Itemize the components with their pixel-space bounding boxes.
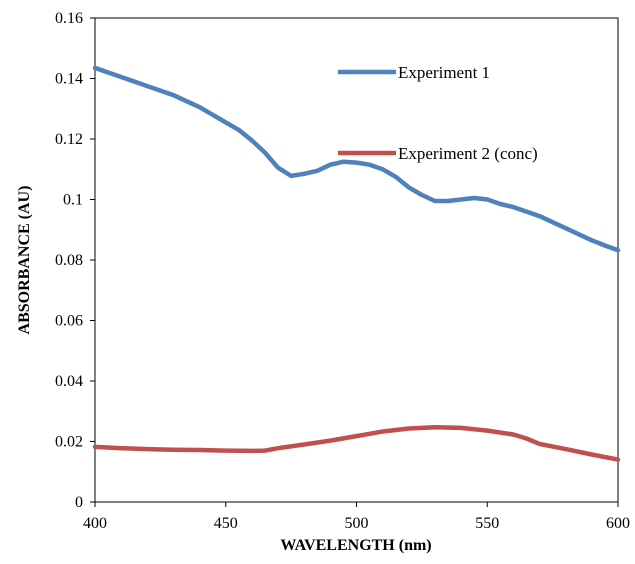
y-tick-label: 0 xyxy=(75,494,83,511)
legend-label-1: Experiment 1 xyxy=(398,63,490,82)
axes-ticks: 0 0.02 0.04 0.06 0.08 0.1 0.12 0.14 0.16 400 450 50… xyxy=(55,10,630,532)
x-tick-label: 600 xyxy=(606,515,630,532)
y-tick-label: 0.06 xyxy=(55,313,83,330)
y-axis-title: ABSORBANCE (AU) xyxy=(16,186,33,335)
x-tick-label: 500 xyxy=(345,515,369,532)
x-tick-label: 550 xyxy=(475,515,499,532)
legend: Experiment 1 Experiment 2 (conc) xyxy=(338,63,538,163)
series-line-2 xyxy=(92,425,621,462)
y-tick-label: 0.1 xyxy=(63,192,83,209)
series-layer xyxy=(92,65,621,462)
y-tick-label: 0.02 xyxy=(55,434,83,451)
y-tick-label: 0.16 xyxy=(55,10,83,27)
y-tick-label: 0.14 xyxy=(55,71,83,88)
y-tick-label: 0.08 xyxy=(55,252,83,269)
y-tick-label: 0.04 xyxy=(55,373,83,390)
y-tick-label: 0.12 xyxy=(55,131,83,148)
plot-area xyxy=(94,17,619,503)
x-axis-title: WAVELENGTH (nm) xyxy=(280,537,431,554)
x-tick-label: 450 xyxy=(214,515,238,532)
x-tick-label: 400 xyxy=(83,515,107,532)
legend-label-2: Experiment 2 (conc) xyxy=(398,144,538,163)
series-line-1 xyxy=(92,65,621,253)
